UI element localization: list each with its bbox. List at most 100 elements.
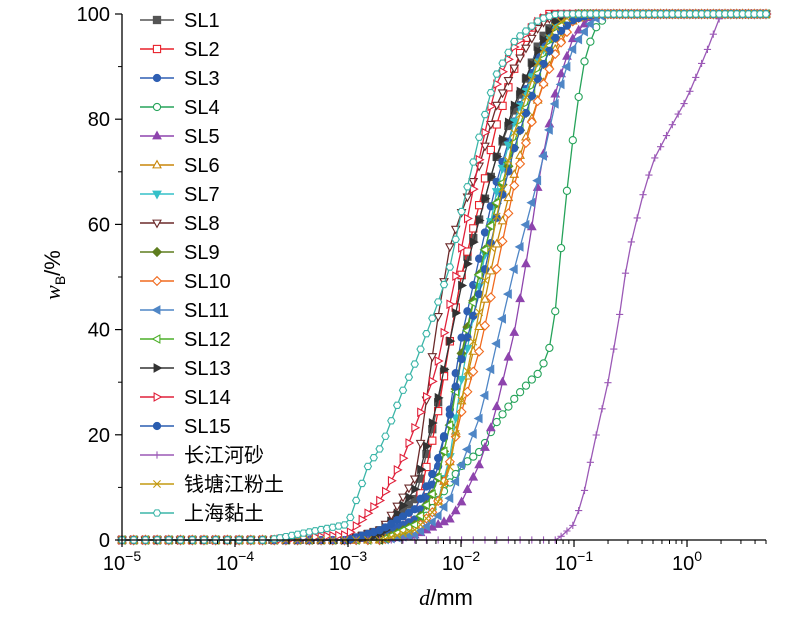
series-4-point	[504, 402, 513, 411]
series-13-point	[551, 16, 561, 27]
series-16-point	[621, 269, 630, 277]
series-18-point	[310, 527, 320, 535]
series-17-point	[451, 429, 460, 438]
legend-item: SL13	[140, 358, 231, 380]
series-10-point	[474, 346, 485, 357]
y-tick-label: 100	[77, 4, 110, 26]
series-18-point	[422, 330, 431, 338]
legend-label: SL7	[184, 184, 220, 206]
series-13-point	[475, 215, 485, 226]
series-4-point	[551, 307, 560, 316]
series-4-point	[510, 394, 519, 404]
series-3-point	[480, 228, 490, 237]
series-6-point	[509, 168, 520, 178]
series-8-point	[485, 120, 496, 130]
series-5-point	[468, 471, 479, 481]
series-18-point	[451, 235, 460, 244]
series-18-point	[586, 10, 595, 18]
series-10-point	[555, 37, 567, 48]
series-14-point	[434, 356, 444, 366]
series-18-point	[580, 10, 589, 18]
series-11-point	[579, 26, 588, 37]
series-2-point	[422, 462, 431, 472]
legend-marker	[151, 334, 161, 344]
series-18-point	[591, 10, 601, 18]
series-16-point	[639, 191, 647, 199]
series-13-point	[452, 308, 462, 318]
series-5-point	[503, 351, 514, 361]
series-18-point	[469, 158, 478, 166]
series-18-point	[322, 524, 332, 533]
legend: SL1 SL2 SL3 SL4 SL5 SL6 SL7 SL8 SL9 SL10 SL11 SL12 S…	[140, 10, 284, 525]
legend-item: SL8	[140, 213, 220, 235]
series-10-point	[491, 263, 502, 275]
series-16-point	[692, 73, 700, 81]
series-16-point	[662, 131, 671, 140]
series-17-point	[404, 527, 413, 536]
series-11-point	[456, 460, 465, 470]
series-4-point	[539, 359, 548, 368]
series-14-point	[382, 486, 391, 497]
y-tick-label: 80	[88, 109, 110, 131]
legend-label: SL13	[184, 358, 231, 380]
legend-label: SL4	[184, 97, 220, 119]
legend-label: 上海黏土	[184, 502, 264, 525]
series-11-point	[502, 289, 512, 299]
series-17-point	[533, 58, 542, 67]
series-6-point	[497, 215, 508, 225]
series-18-point	[761, 10, 771, 18]
series-14-point	[469, 184, 479, 194]
legend-marker	[152, 509, 162, 517]
series-11-point	[543, 125, 553, 135]
series-14-point	[504, 54, 514, 65]
series-15-point	[562, 21, 572, 30]
series-5-point	[491, 401, 502, 411]
series-4-point	[568, 136, 577, 145]
series-11-point	[497, 313, 506, 324]
series-18-point	[638, 10, 648, 18]
legend-item: 上海黏土	[140, 502, 264, 525]
series-14-point	[376, 495, 386, 506]
legend-marker	[153, 392, 163, 402]
series-8-point	[392, 502, 403, 512]
series-18-point	[609, 10, 619, 18]
series-17-point	[434, 497, 443, 506]
series-18-point	[498, 59, 507, 67]
series-13-point	[481, 193, 491, 204]
series-11-point	[514, 242, 524, 252]
series-14-point	[458, 243, 468, 253]
series-14-point	[446, 299, 456, 310]
legend-label: 长江河砂	[184, 444, 264, 467]
series-7-point	[491, 188, 502, 197]
series-5-point	[450, 505, 461, 515]
legend-item: SL7	[140, 184, 220, 206]
series-16-point	[575, 506, 583, 515]
x-axis-label: d/mm	[419, 585, 473, 610]
series-18-point	[363, 462, 373, 471]
series-11-point	[409, 530, 419, 540]
series-18-point	[510, 37, 519, 46]
series-5-point	[497, 376, 508, 386]
series-7-point	[503, 141, 514, 151]
series-16-point	[610, 345, 618, 353]
series-11-point	[555, 79, 565, 90]
series-18-point	[328, 523, 337, 531]
series-18-point	[744, 10, 753, 18]
series-12-point	[426, 489, 436, 500]
series-15-point	[451, 382, 460, 391]
series-18-point	[334, 522, 343, 530]
series-18-point	[428, 314, 437, 322]
series-17-point	[510, 128, 519, 137]
series-11-point	[538, 151, 547, 161]
series-11-point	[526, 197, 536, 208]
series-17-point	[527, 76, 536, 85]
series-15-point	[533, 74, 542, 83]
legend-item: SL5	[140, 126, 220, 148]
series-10-point	[532, 96, 543, 107]
legend-marker	[152, 102, 162, 112]
series-18-point	[673, 10, 683, 18]
series-5-point	[462, 484, 473, 494]
legend-label: SL3	[184, 68, 220, 90]
series-18-point	[732, 10, 741, 18]
